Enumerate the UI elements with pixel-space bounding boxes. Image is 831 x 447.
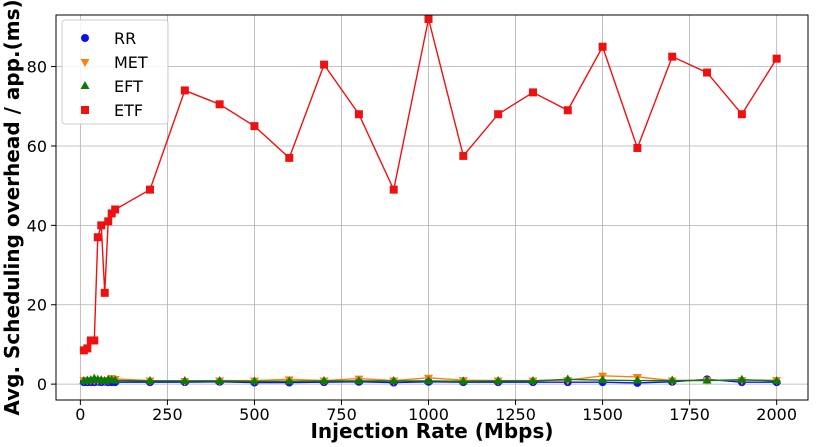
data-point-etf — [563, 106, 572, 115]
series-etf — [79, 14, 781, 355]
data-point-eft — [284, 376, 294, 385]
data-point-etf — [737, 110, 746, 119]
x-tick-label: 1000 — [408, 405, 449, 424]
data-point-etf — [180, 86, 189, 95]
data-point-eft — [145, 375, 155, 384]
grid-lines — [56, 15, 808, 400]
data-point-etf — [285, 153, 294, 162]
legend-marker-eft — [80, 81, 90, 89]
x-tick-label: 1750 — [669, 405, 710, 424]
series-eft — [79, 373, 782, 385]
data-point-etf — [320, 60, 329, 69]
data-point-etf — [97, 221, 106, 230]
y-tick-label: 40 — [27, 216, 47, 235]
data-point-eft — [424, 375, 434, 384]
x-axis: 0 250 500 750 1000 1250 1500 1750 2000 — [75, 400, 797, 424]
data-point-eft — [737, 374, 747, 383]
data-point-etf — [772, 54, 781, 63]
legend-label-etf: ETF — [114, 101, 143, 120]
data-point-eft — [458, 376, 468, 385]
data-point-etf — [389, 185, 398, 194]
data-point-eft — [319, 375, 329, 384]
y-axis-title: Avg. Scheduling overhead / app.(ms) — [0, 0, 24, 416]
x-tick-label: 750 — [326, 405, 357, 424]
x-tick-label: 1250 — [495, 405, 536, 424]
data-point-eft — [110, 375, 120, 384]
legend-marker-met — [80, 59, 90, 67]
data-point-eft — [598, 375, 608, 384]
x-tick-label: 250 — [152, 405, 183, 424]
legend-label-rr: RR — [114, 29, 136, 48]
legend-box — [61, 19, 169, 125]
x-tick-label: 500 — [239, 405, 270, 424]
legend: RR MET EFT ETF — [61, 19, 169, 125]
data-point-etf — [494, 110, 503, 119]
y-tick-label: 20 — [27, 296, 47, 315]
data-point-etf — [528, 88, 537, 97]
data-point-eft — [667, 375, 677, 384]
data-point-etf — [250, 122, 259, 131]
data-point-etf — [598, 42, 607, 51]
data-point-etf — [633, 143, 642, 152]
y-tick-label: 80 — [27, 58, 47, 77]
data-point-eft — [632, 375, 642, 384]
x-tick-label: 2000 — [756, 405, 797, 424]
data-point-eft — [249, 376, 259, 385]
data-point-etf — [215, 100, 224, 109]
data-point-eft — [493, 375, 503, 384]
data-point-eft — [354, 375, 364, 384]
data-point-eft — [180, 375, 190, 384]
legend-label-eft: EFT — [114, 77, 143, 96]
legend-marker-rr — [81, 34, 89, 42]
series-line-etf — [83, 18, 778, 351]
x-tick-label: 0 — [75, 405, 85, 424]
legend-marker-etf — [81, 106, 89, 114]
data-point-etf — [703, 68, 712, 77]
data-point-etf — [459, 151, 468, 160]
data-point-etf — [424, 14, 433, 23]
x-tick-label: 1500 — [582, 405, 623, 424]
series-layer — [79, 14, 782, 387]
data-point-etf — [111, 205, 120, 214]
y-tick-label: 0 — [37, 375, 47, 394]
data-point-etf — [104, 217, 113, 226]
y-tick-label: 60 — [27, 137, 47, 156]
plot-area-frame — [55, 14, 809, 401]
data-point-etf — [90, 336, 99, 345]
data-point-etf — [100, 288, 109, 297]
data-point-etf — [668, 52, 677, 61]
data-point-etf — [146, 185, 154, 194]
data-point-etf — [93, 233, 102, 242]
data-point-eft — [772, 375, 782, 384]
x-axis-title: Injection Rate (Mbps) — [310, 419, 553, 443]
data-point-eft — [528, 375, 538, 384]
data-point-eft — [389, 375, 399, 384]
data-point-etf — [354, 110, 363, 119]
data-point-eft — [215, 375, 225, 384]
data-point-eft — [563, 374, 573, 383]
data-point-eft — [702, 375, 712, 384]
y-axis: 0 20 40 60 80 — [27, 58, 56, 394]
data-point-etf — [83, 344, 92, 353]
legend-label-met: MET — [114, 53, 148, 72]
